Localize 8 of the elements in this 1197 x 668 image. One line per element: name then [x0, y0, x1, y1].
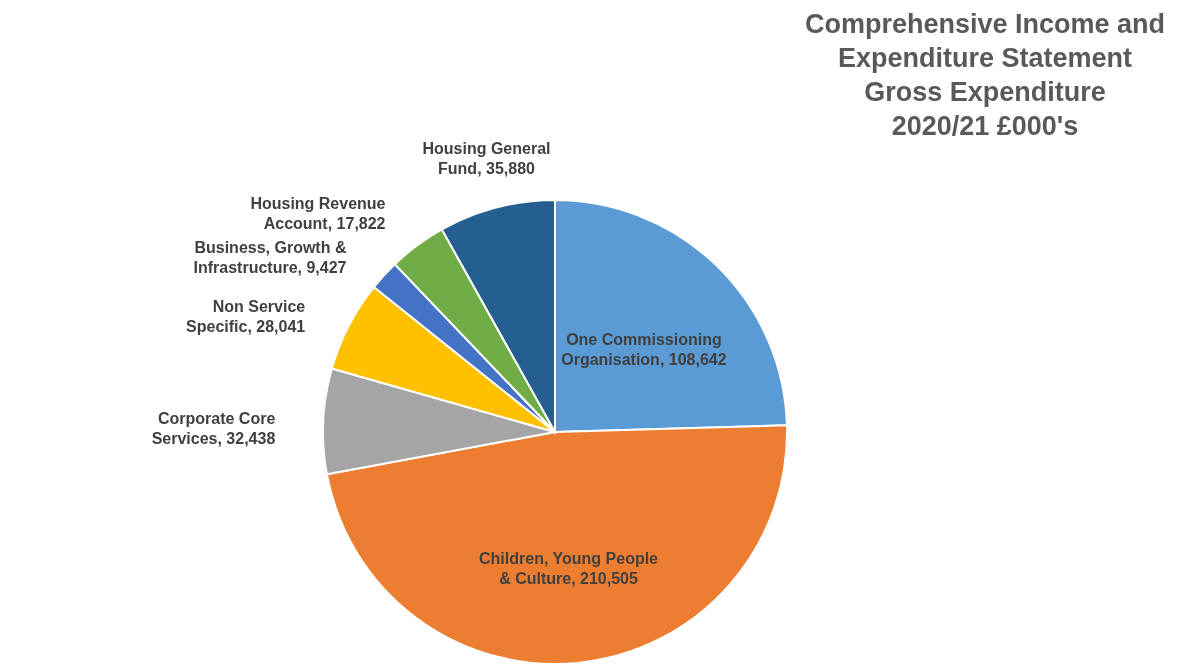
slice-label: Non Service Specific, 28,041: [186, 298, 306, 336]
slice-label: Business, Growth & Infrastructure, 9,427: [193, 239, 347, 277]
text: Comprehensive Income and Expenditure Statement Gross Expenditure 2020/21 £000's: [804, 9, 1166, 141]
slice-label: Housing General Fund, 35,880: [422, 139, 551, 177]
slice-label: Children, Young People & Culture, 210,505: [479, 549, 659, 587]
slice-label: Corporate Core Services, 32,438: [151, 410, 276, 448]
slice-label: Housing Revenue Account, 17,822: [250, 195, 386, 233]
slice-label: One Commissioning Organisation, 108,642: [561, 331, 727, 369]
